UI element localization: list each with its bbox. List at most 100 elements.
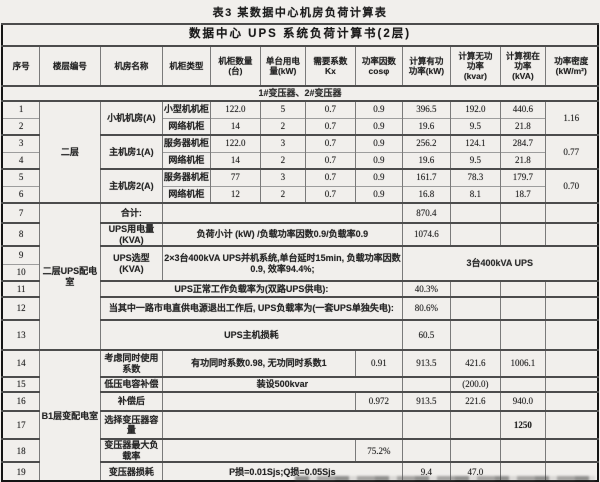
cell-power-factor: 0.9 <box>354 134 403 152</box>
cell-empty <box>499 280 546 298</box>
table-row: 15 低压电容补偿 装设500kvar (200.0) <box>1 376 598 393</box>
cell-demand-factor: 0.7 <box>304 185 356 203</box>
cell-row-label: UPS选型 (KVA) <box>99 245 163 282</box>
cell-cabinet-qty: 14 <box>209 151 261 169</box>
cell-active-power: 396.5 <box>401 100 451 118</box>
cell-empty <box>449 280 501 298</box>
cell-cabinet-type: 服务器机柜 <box>161 168 211 186</box>
cell-empty <box>499 376 546 393</box>
cell-cabinet-qty: 12 <box>209 185 261 203</box>
cell-description: 有功同时系数0.98, 无功同时系数1 <box>161 349 356 378</box>
cell-unit-power: 5 <box>259 100 306 118</box>
cell-row-label: 考虑同时使用 系数 <box>99 349 163 378</box>
cell-description: 2×3台400kVA UPS并机系统,单台延时15min, 负载功率因数0.9,… <box>161 245 403 282</box>
cell-empty <box>544 391 598 412</box>
cell-empty <box>544 296 598 321</box>
table-row: 11 UPS正常工作负载率为(双路UPS供电): 40.3% <box>1 280 598 298</box>
cell-apparent-power: 18.7 <box>499 185 546 203</box>
cell-power-factor: 0.9 <box>354 151 403 169</box>
cell-apparent-power: 940.0 <box>499 391 546 412</box>
cell-apparent-power: 284.7 <box>499 134 546 152</box>
cell-row-label: UPS主机损耗 <box>99 319 403 351</box>
cell-reactive-power: 8.1 <box>449 185 501 203</box>
cell-row-label: 变压器最大负 载率 <box>99 438 163 463</box>
column-header-unit-power: 单台用电 量(kW) <box>259 45 306 86</box>
column-header-demand-factor: 需要系数 Kx <box>304 45 356 86</box>
column-header-power-factor: 功率因数 cosφ <box>354 45 403 86</box>
column-header-reactive-power: 计算无功 功率 (kvar) <box>449 45 501 86</box>
cell-unit-power: 3 <box>259 168 306 186</box>
cell-empty <box>544 438 598 463</box>
cell-active-power: 40.3% <box>401 280 451 298</box>
table-row: 9 UPS选型 (KVA) 2×3台400kVA UPS并机系统,单台延时15m… <box>1 245 598 282</box>
cell-unit-power: 2 <box>259 117 306 135</box>
cell-floor: B1层变配电室 <box>38 349 101 482</box>
cell-serial: 2 <box>1 117 40 135</box>
table-row: 3 主机房1(A) 服务器机柜 122.0 3 0.7 0.9 256.2 12… <box>1 134 598 169</box>
cell-empty <box>499 296 546 321</box>
column-header-active-power: 计算有功 功率(kW) <box>401 45 451 86</box>
scan-artifact <box>295 476 595 481</box>
cell-reactive-power: 9.5 <box>449 117 501 135</box>
page-title: 表3 某数据中心机房负荷计算表 <box>212 7 388 19</box>
cell-empty <box>401 410 451 440</box>
cell-unit-power: 2 <box>259 151 306 169</box>
cell-empty <box>499 319 546 351</box>
table-title: 数据中心 UPS 系统负荷计算书(2层) <box>1 23 598 46</box>
cell-serial: 13 <box>1 319 40 351</box>
cell-apparent-power: 21.8 <box>499 151 546 169</box>
cell-serial: 17 <box>1 410 40 440</box>
cell-power-factor: 0.972 <box>354 391 403 412</box>
cell-demand-factor: 0.7 <box>304 151 356 169</box>
cell-serial: 9 <box>1 245 40 265</box>
cell-active-power: 1074.6 <box>401 221 451 247</box>
cell-power-density: 0.77 <box>544 134 598 169</box>
cell-power-factor: 75.2% <box>354 438 403 463</box>
cell-floor: 二层UPS配电 室 <box>38 201 101 351</box>
cell-reactive-power: 421.6 <box>449 349 501 378</box>
cell-empty <box>161 202 403 223</box>
cell-active-power: 16.8 <box>401 185 451 203</box>
cell-reactive-power: 124.1 <box>449 134 501 152</box>
cell-cabinet-qty: 14 <box>209 117 261 135</box>
cell-reactive-power: (200.0) <box>449 376 501 393</box>
table-row: 4 网络机柜 14 2 0.7 0.9 19.6 9.5 21.8 <box>1 151 597 169</box>
cell-serial: 14 <box>1 349 40 378</box>
section-row: 1#变压器、2#变压器 <box>1 85 598 101</box>
cell-empty <box>544 410 598 440</box>
table-row: 17 选择变压器容 量 1250 <box>1 410 598 440</box>
cell-demand-factor: 0.7 <box>304 168 356 186</box>
column-header-room: 机房名称 <box>99 45 163 86</box>
cell-cabinet-type: 网络机柜 <box>161 117 211 135</box>
cell-row-label: 补偿后 <box>99 391 163 412</box>
cell-empty <box>544 202 598 223</box>
cell-description: 负荷小计 (kW) /负载功率因数0.9/负载率0.9 <box>161 221 403 247</box>
cell-unit-power: 2 <box>259 185 306 203</box>
cell-cabinet-type: 网络机柜 <box>161 151 211 169</box>
column-header-power-density: 功率密度 (kW/m²) <box>544 45 598 86</box>
column-header-floor: 楼层编号 <box>38 45 101 86</box>
table-row: 10 <box>1 263 597 282</box>
cell-serial: 4 <box>1 151 40 169</box>
cell-power-density: 0.70 <box>544 168 598 203</box>
table-row: 13 UPS主机损耗 60.5 <box>1 319 598 351</box>
cell-demand-factor: 0.7 <box>304 134 356 152</box>
cell-room-name: 主机房1(A) <box>99 134 163 169</box>
cell-empty <box>499 202 546 223</box>
cell-apparent-power: 1250 <box>499 410 546 440</box>
table-title-row: 数据中心 UPS 系统负荷计算书(2层) <box>1 23 598 46</box>
table-row: 14 B1层变配电室 考虑同时使用 系数 有功同时系数0.98, 无功同时系数1… <box>1 349 598 482</box>
column-header-cabinet-type: 机柜类型 <box>161 45 211 86</box>
cell-row-label: 合计: <box>99 202 163 223</box>
cell-demand-factor: 0.7 <box>304 117 356 135</box>
cell-active-power: 913.5 <box>401 391 451 412</box>
cell-active-power: 161.7 <box>401 168 451 186</box>
cell-cabinet-type: 网络机柜 <box>161 185 211 203</box>
cell-power-factor: 0.9 <box>354 100 403 118</box>
cell-row-label: 当其中一路市电直供电源退出工作后, UPS负载率为(一套UPS单独失电): <box>99 296 403 321</box>
cell-empty <box>449 296 501 321</box>
cell-reactive-power: 221.6 <box>449 391 501 412</box>
cell-empty <box>544 280 598 298</box>
cell-active-power: 19.6 <box>401 151 451 169</box>
cell-serial: 15 <box>1 376 40 393</box>
